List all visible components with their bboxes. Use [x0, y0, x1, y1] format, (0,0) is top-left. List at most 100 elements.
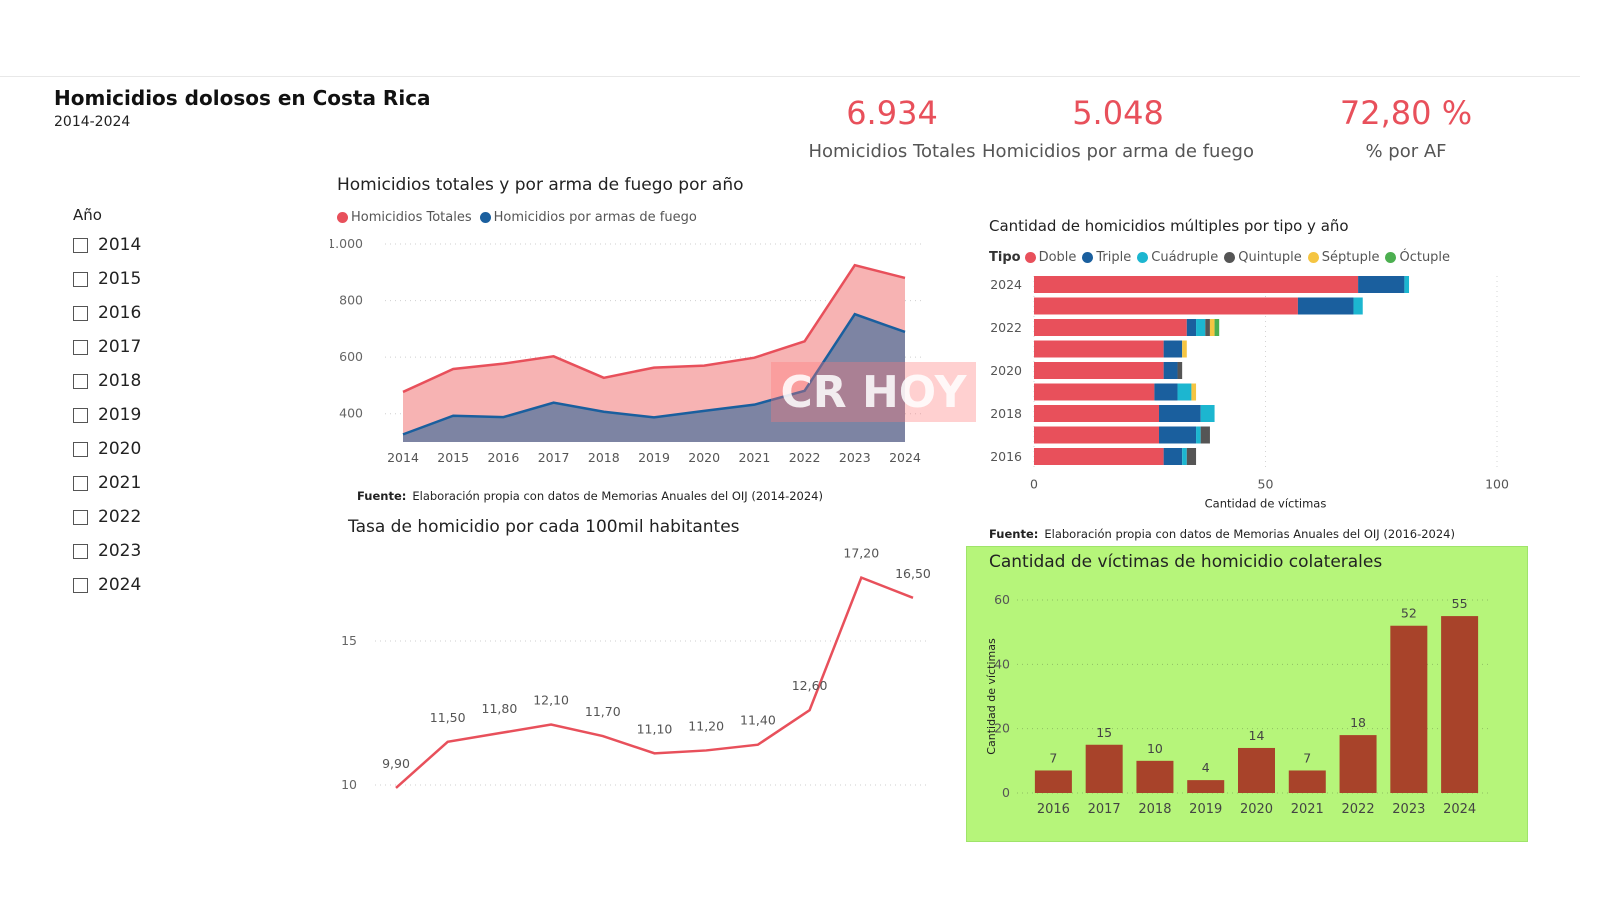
- legend-label: Cuádruple: [1151, 250, 1219, 265]
- bar-segment-cuádruple-2019: [1177, 383, 1192, 401]
- bar-segment-cuádruple-2017: [1196, 426, 1201, 444]
- bar-segment-doble-2017: [1034, 426, 1160, 444]
- legend-item-quintuple[interactable]: Quintuple: [1224, 250, 1302, 265]
- legend-dot-icon: [1082, 252, 1094, 263]
- bar-segment-cuádruple-2016: [1182, 448, 1187, 465]
- bar-2016: [1034, 770, 1072, 793]
- slicer-item-2014[interactable]: 2014: [73, 232, 141, 258]
- y-tick-label: 15: [341, 633, 357, 648]
- y-tick-label: 2020: [990, 363, 1022, 378]
- x-tick-label: 2023: [839, 450, 871, 465]
- checkbox[interactable]: [73, 271, 88, 287]
- bar-segment-séptuple-2021: [1182, 340, 1187, 358]
- slicer-item-2016[interactable]: 2016: [73, 300, 141, 326]
- bar-segment-triple-2024: [1358, 276, 1405, 293]
- slicer-item-label: 2014: [98, 235, 142, 255]
- x-tick-label: 2016: [1037, 802, 1070, 817]
- area-chart-title: Homicidios totales y por arma de fuego p…: [337, 175, 744, 195]
- legend-item-triple[interactable]: Triple: [1082, 250, 1131, 265]
- slicer-item-2019[interactable]: 2019: [73, 402, 141, 428]
- slicer-item-label: 2016: [98, 303, 142, 323]
- data-label: 55: [1452, 596, 1468, 611]
- line-chart-title: Tasa de homicidio por cada 100mil habita…: [348, 517, 740, 537]
- bar-segment-séptuple-2022: [1209, 319, 1215, 336]
- top-divider: [0, 76, 1580, 77]
- bar-segment-triple-2022: [1186, 319, 1197, 336]
- slicer-item-2018[interactable]: 2018: [73, 368, 141, 394]
- slicer-item-label: 2020: [98, 439, 142, 459]
- bar-2018: [1136, 760, 1174, 793]
- bar-segment-cuádruple-2018: [1200, 405, 1215, 422]
- checkbox[interactable]: [73, 305, 88, 321]
- legend-label: Doble: [1038, 250, 1077, 265]
- legend-item-óctuple[interactable]: Óctuple: [1385, 250, 1450, 265]
- slicer-item-label: 2023: [98, 541, 142, 561]
- slicer-item-label: 2015: [98, 269, 142, 289]
- legend-item-cuádruple[interactable]: Cuádruple: [1137, 250, 1218, 265]
- slicer-item-2017[interactable]: 2017: [73, 334, 141, 360]
- checkbox[interactable]: [73, 407, 88, 423]
- slicer-item-2015[interactable]: 2015: [73, 266, 141, 292]
- checkbox[interactable]: [73, 373, 88, 389]
- bar-segment-doble-2020: [1034, 362, 1164, 379]
- slicer-item-2024[interactable]: 2024: [73, 572, 141, 598]
- slicer-item-2021[interactable]: 2021: [73, 470, 141, 496]
- checkbox[interactable]: [73, 509, 88, 525]
- x-tick-label: 2022: [1342, 802, 1375, 817]
- data-label: 11,70: [585, 704, 621, 719]
- slicer-item-label: 2018: [98, 371, 142, 391]
- slicer-item-2020[interactable]: 2020: [73, 436, 141, 462]
- x-tick-label: 2022: [789, 450, 821, 465]
- x-tick-label: 2018: [588, 450, 620, 465]
- data-label: 7: [1049, 750, 1057, 765]
- data-label: 52: [1401, 606, 1417, 621]
- bar-segment-triple-2023: [1297, 297, 1354, 315]
- stacked-chart-title: Cantidad de homicidios múltiples por tip…: [989, 217, 1349, 235]
- y-tick-label: 10: [341, 777, 357, 792]
- data-label: 12,60: [792, 678, 828, 693]
- kpi-percent-value: 72,80 %: [1339, 94, 1473, 132]
- bar-segment-quintuple-2017: [1200, 426, 1210, 444]
- bar-2017: [1085, 744, 1123, 793]
- checkbox[interactable]: [73, 543, 88, 559]
- bar-segment-doble-2023: [1034, 297, 1298, 315]
- data-label: 4: [1202, 760, 1210, 775]
- legend-dot-icon: [1224, 252, 1236, 263]
- bar-segment-quintuple-2022: [1205, 319, 1210, 336]
- legend-dot-icon: [1137, 252, 1149, 263]
- legend-dot-icon: [1385, 252, 1397, 263]
- slicer-item-2022[interactable]: 2022: [73, 504, 141, 530]
- x-tick-label: 2017: [1088, 802, 1121, 817]
- data-label: 11,80: [482, 701, 518, 716]
- checkbox[interactable]: [73, 577, 88, 593]
- bar-segment-triple-2017: [1159, 426, 1197, 444]
- y-tick-label: 600: [339, 349, 363, 364]
- data-label: 11,40: [740, 713, 776, 728]
- stacked-chart-legend: Tipo Doble Triple Cuádruple Quintuple Séptup…: [989, 250, 1456, 265]
- legend-item-doble[interactable]: Doble: [1024, 250, 1077, 265]
- legend-dot-icon: [1024, 252, 1036, 263]
- checkbox[interactable]: [73, 339, 88, 355]
- y-tick-label: 20: [994, 721, 1010, 736]
- checkbox[interactable]: [73, 441, 88, 457]
- checkbox[interactable]: [73, 475, 88, 491]
- checkbox[interactable]: [73, 237, 88, 253]
- bar-segment-óctuple-2022: [1214, 319, 1220, 336]
- legend-item-totales[interactable]: Homicidios Totales: [337, 210, 472, 225]
- kpi-percent-label: % por AF: [1365, 141, 1447, 162]
- legend-item-séptuple[interactable]: Séptuple: [1307, 250, 1379, 265]
- bar-segment-doble-2024: [1034, 276, 1359, 293]
- x-tick-label: 2021: [738, 450, 770, 465]
- y-tick-label: 800: [339, 293, 363, 308]
- legend-dot-icon: [479, 212, 491, 223]
- x-tick-label: 2014: [387, 450, 419, 465]
- year-slicer-title: Año: [73, 206, 102, 224]
- slicer-item-label: 2019: [98, 405, 142, 425]
- bar-segment-doble-2019: [1034, 383, 1155, 401]
- legend-item-armas[interactable]: Homicidios por armas de fuego: [479, 210, 697, 225]
- x-tick-label: 2016: [487, 450, 519, 465]
- area-chart: 400 600 800 1.000 2014 2015 2016 2017 2018 2019 20…: [330, 236, 925, 465]
- slicer-item-2023[interactable]: 2023: [73, 538, 141, 564]
- data-label: 11,20: [688, 718, 724, 733]
- kpi-firearm-label: Homicidios por arma de fuego: [982, 141, 1254, 162]
